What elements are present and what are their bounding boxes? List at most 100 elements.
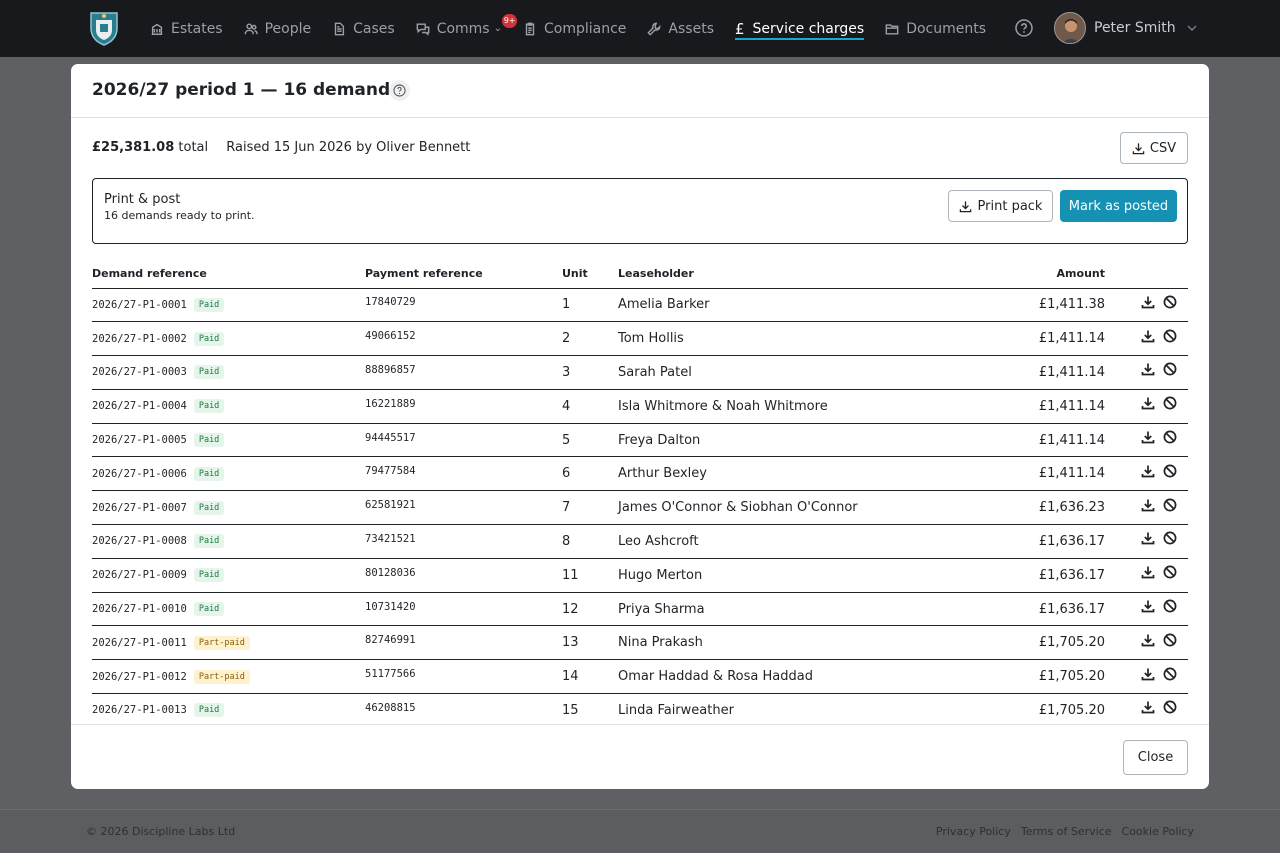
cancel-icon[interactable] bbox=[1163, 396, 1177, 410]
status-badge: Paid bbox=[193, 466, 225, 481]
download-icon[interactable] bbox=[1141, 599, 1155, 613]
header-demand-reference: Demand reference bbox=[92, 260, 365, 289]
modal-header: 2026/27 period 1 — 16 demands bbox=[71, 64, 1209, 118]
demand-reference[interactable]: 2026/27-P1-0002 bbox=[92, 332, 187, 345]
cancel-icon[interactable] bbox=[1163, 667, 1177, 681]
table-body: 2026/27-P1-0001 Paid 17840729 1 Amelia Barke… bbox=[92, 288, 1188, 724]
cancel-icon[interactable] bbox=[1163, 599, 1177, 613]
demand-reference[interactable]: 2026/27-P1-0003 bbox=[92, 366, 187, 379]
nav-item-label: Comms bbox=[436, 20, 490, 37]
unit-number: 12 bbox=[562, 601, 579, 617]
unit-number: 15 bbox=[562, 702, 579, 718]
chevron-down-icon: ⌄ bbox=[493, 23, 502, 34]
print-pack-button[interactable]: Print pack bbox=[948, 190, 1053, 222]
leaseholder-name: Nina Prakash bbox=[618, 635, 703, 651]
demand-reference[interactable]: 2026/27-P1-0007 bbox=[92, 501, 187, 514]
cookie-policy-link[interactable]: Cookie Policy bbox=[1121, 825, 1194, 838]
demand-reference[interactable]: 2026/27-P1-0011 bbox=[92, 636, 187, 649]
row-actions bbox=[1105, 667, 1188, 681]
download-icon[interactable] bbox=[1141, 362, 1155, 376]
header-amount: Amount bbox=[958, 260, 1105, 289]
demand-reference[interactable]: 2026/27-P1-0006 bbox=[92, 467, 187, 480]
status-badge: Part-paid bbox=[193, 635, 250, 650]
cancel-icon[interactable] bbox=[1163, 633, 1177, 647]
table-row: 2026/27-P1-0002 Paid 49066152 2 Tom Hollis £1… bbox=[92, 321, 1188, 357]
amount-value: £1,636.17 bbox=[1038, 601, 1105, 617]
close-button[interactable]: Close bbox=[1123, 740, 1188, 775]
demand-reference[interactable]: 2026/27-P1-0013 bbox=[92, 704, 187, 717]
download-icon[interactable] bbox=[1141, 396, 1155, 410]
nav-item-service-charges[interactable]: £ Service charges bbox=[734, 0, 865, 57]
leaseholder-name: Omar Haddad & Rosa Haddad bbox=[618, 669, 813, 685]
amount-value: £1,411.14 bbox=[1038, 398, 1105, 414]
cancel-icon[interactable] bbox=[1163, 329, 1177, 343]
leaseholder-name: Freya Dalton bbox=[618, 432, 701, 448]
mark-as-posted-button[interactable]: Mark as posted bbox=[1060, 190, 1177, 222]
download-icon[interactable] bbox=[1141, 329, 1155, 343]
cancel-icon[interactable] bbox=[1163, 565, 1177, 579]
nav-item-estates[interactable]: Estates bbox=[150, 0, 223, 57]
help-button[interactable] bbox=[389, 80, 410, 101]
demand-reference[interactable]: 2026/27-P1-0010 bbox=[92, 603, 187, 616]
table-row: 2026/27-P1-0007 Paid 62581921 7 James O'Conn… bbox=[92, 490, 1188, 526]
pound-icon: £ bbox=[734, 19, 745, 38]
status-badge: Paid bbox=[193, 500, 225, 515]
download-icon[interactable] bbox=[1141, 700, 1155, 714]
demand-reference[interactable]: 2026/27-P1-0005 bbox=[92, 434, 187, 447]
download-icon[interactable] bbox=[1141, 498, 1155, 512]
demands-table-container[interactable]: Demand reference Payment reference Unit … bbox=[92, 260, 1188, 724]
nav-item-people[interactable]: People bbox=[244, 0, 311, 57]
clipboard-icon bbox=[525, 22, 535, 35]
amount-value: £1,411.14 bbox=[1038, 432, 1105, 448]
user-menu[interactable]: Peter Smith bbox=[1054, 12, 1198, 44]
notification-badge: 9+ bbox=[501, 14, 518, 28]
modal-footer: Close bbox=[71, 724, 1209, 789]
status-badge: Paid bbox=[193, 399, 225, 414]
csv-download-button[interactable]: CSV bbox=[1120, 132, 1188, 164]
nav-item-comms[interactable]: Comms ⌄ 9+ bbox=[416, 0, 518, 57]
cancel-icon[interactable] bbox=[1163, 430, 1177, 444]
unit-number: 2 bbox=[562, 331, 571, 347]
status-badge: Paid bbox=[193, 568, 225, 583]
privacy-policy-link[interactable]: Privacy Policy bbox=[935, 825, 1011, 838]
cancel-icon[interactable] bbox=[1163, 700, 1177, 714]
leaseholder-name: Tom Hollis bbox=[618, 331, 684, 347]
status-badge: Paid bbox=[193, 365, 225, 380]
unit-number: 1 bbox=[562, 297, 571, 313]
cancel-icon[interactable] bbox=[1163, 531, 1177, 545]
demand-reference[interactable]: 2026/27-P1-0009 bbox=[92, 569, 187, 582]
status-badge: Paid bbox=[193, 703, 225, 718]
unit-number: 13 bbox=[562, 635, 579, 651]
nav-item-documents[interactable]: Documents bbox=[885, 0, 986, 57]
payment-reference: 73421521 bbox=[365, 532, 416, 545]
nav-item-assets[interactable]: Assets bbox=[647, 0, 714, 57]
help-icon[interactable] bbox=[1015, 19, 1033, 37]
help-icon bbox=[393, 84, 406, 97]
demand-reference[interactable]: 2026/27-P1-0001 bbox=[92, 298, 187, 311]
download-icon[interactable] bbox=[1141, 531, 1155, 545]
folder-icon bbox=[885, 23, 899, 35]
demand-reference[interactable]: 2026/27-P1-0008 bbox=[92, 535, 187, 548]
table-row: 2026/27-P1-0008 Paid 73421521 8 Leo Ashcroft… bbox=[92, 524, 1188, 559]
nav-item-cases[interactable]: Cases bbox=[332, 0, 395, 57]
estate-crest-logo[interactable] bbox=[88, 10, 120, 46]
row-actions bbox=[1105, 498, 1188, 512]
payment-reference: 88896857 bbox=[365, 363, 416, 376]
download-icon[interactable] bbox=[1141, 633, 1155, 647]
building-icon bbox=[151, 23, 163, 35]
demand-reference[interactable]: 2026/27-P1-0012 bbox=[92, 670, 187, 683]
nav-item-compliance[interactable]: Compliance bbox=[523, 0, 626, 57]
download-icon[interactable] bbox=[1141, 667, 1155, 681]
demand-reference[interactable]: 2026/27-P1-0004 bbox=[92, 400, 187, 413]
download-icon[interactable] bbox=[1141, 430, 1155, 444]
cancel-icon[interactable] bbox=[1163, 295, 1177, 309]
table-row: 2026/27-P1-0006 Paid 79477584 6 Arthur Bexle… bbox=[92, 456, 1188, 492]
download-icon[interactable] bbox=[1141, 565, 1155, 579]
terms-of-service-link[interactable]: Terms of Service bbox=[1020, 825, 1112, 838]
download-icon[interactable] bbox=[1141, 464, 1155, 478]
cancel-icon[interactable] bbox=[1163, 464, 1177, 478]
cancel-icon[interactable] bbox=[1163, 362, 1177, 376]
cancel-icon[interactable] bbox=[1163, 498, 1177, 512]
row-actions bbox=[1105, 565, 1188, 579]
download-icon[interactable] bbox=[1141, 295, 1155, 309]
